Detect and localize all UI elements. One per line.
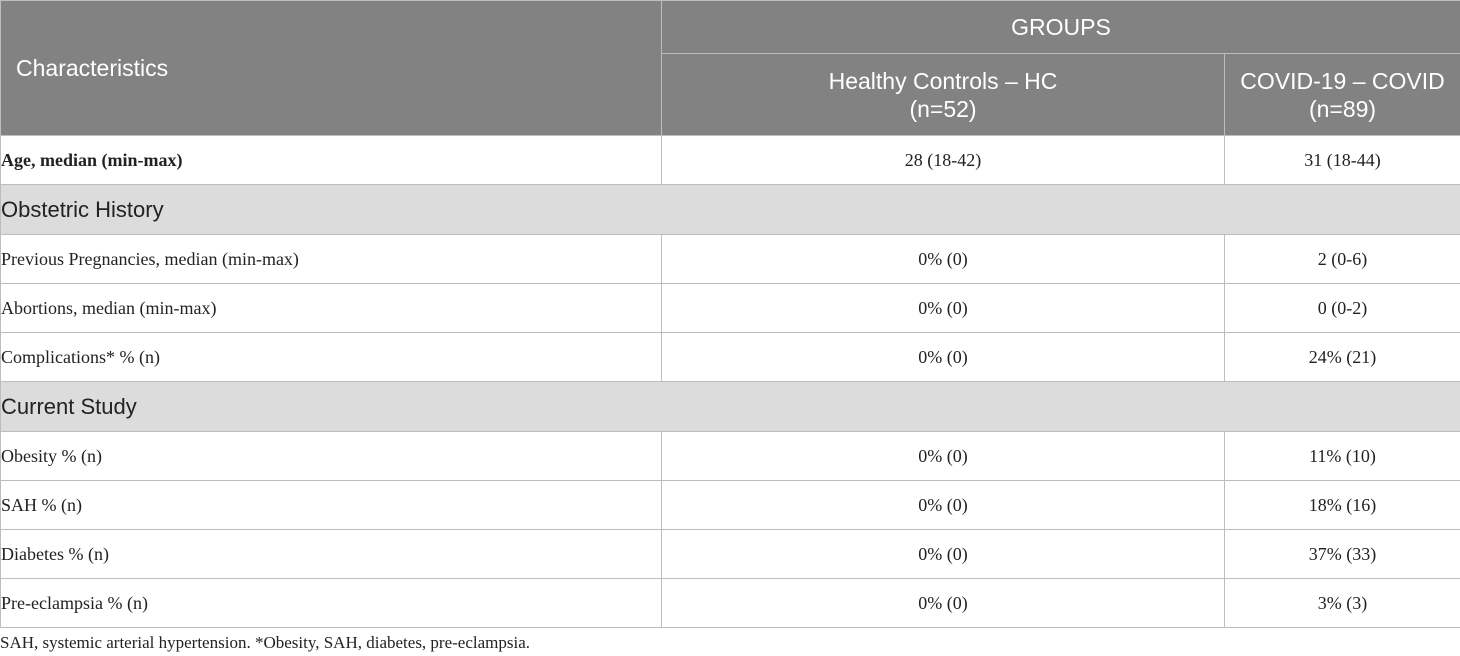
row-label: Obesity % (n): [0, 431, 662, 481]
cell-covid: 0 (0-2): [1224, 283, 1460, 333]
cell-covid: 37% (33): [1224, 529, 1460, 579]
header-hc-n: (n=52): [909, 95, 977, 122]
cell-hc: 28 (18-42): [661, 135, 1225, 185]
row-label: Previous Pregnancies, median (min-max): [0, 234, 662, 284]
header-covid-name: COVID-19 – COVID: [1240, 67, 1445, 94]
header-covid: COVID-19 – COVID (n=89): [1224, 53, 1460, 136]
row-label: SAH % (n): [0, 480, 662, 530]
row-label: Pre-eclampsia % (n): [0, 578, 662, 628]
table-row-previous-pregnancies: Previous Pregnancies, median (min-max) 0…: [0, 234, 1460, 284]
header-covid-n: (n=89): [1308, 95, 1377, 122]
cell-covid: 11% (10): [1224, 431, 1460, 481]
cell-covid: 3% (3): [1224, 578, 1460, 628]
table-row-sah: SAH % (n) 0% (0) 18% (16): [0, 480, 1460, 530]
cell-hc: 0% (0): [661, 529, 1225, 579]
table-row-abortions: Abortions, median (min-max) 0% (0) 0 (0-…: [0, 283, 1460, 333]
table-row-obesity: Obesity % (n) 0% (0) 11% (10): [0, 431, 1460, 481]
cell-covid: 24% (21): [1224, 332, 1460, 382]
section-title: Current Study: [0, 381, 1460, 432]
cell-covid: 18% (16): [1224, 480, 1460, 530]
cell-hc: 0% (0): [661, 431, 1225, 481]
row-label: Diabetes % (n): [0, 529, 662, 579]
row-label: Age, median (min-max): [0, 135, 662, 185]
cell-hc: 0% (0): [661, 283, 1225, 333]
table-row-complications: Complications* % (n) 0% (0) 24% (21): [0, 332, 1460, 382]
table-row-preeclampsia: Pre-eclampsia % (n) 0% (0) 3% (3): [0, 578, 1460, 628]
row-label: Abortions, median (min-max): [0, 283, 662, 333]
table-row-age: Age, median (min-max) 28 (18-42) 31 (18-…: [0, 135, 1460, 185]
cell-covid: 31 (18-44): [1224, 135, 1460, 185]
cell-hc: 0% (0): [661, 332, 1225, 382]
section-title: Obstetric History: [0, 184, 1460, 235]
header-hc-name: Healthy Controls – HC: [828, 67, 1058, 94]
cell-hc: 0% (0): [661, 480, 1225, 530]
header-characteristics: Characteristics: [0, 0, 662, 136]
table-row-diabetes: Diabetes % (n) 0% (0) 37% (33): [0, 529, 1460, 579]
characteristics-table: Characteristics GROUPS Healthy Controls …: [0, 0, 1460, 628]
cell-hc: 0% (0): [661, 234, 1225, 284]
section-row-obstetric: Obstetric History: [0, 184, 1460, 235]
header-healthy-controls: Healthy Controls – HC (n=52): [661, 53, 1225, 136]
cell-covid: 2 (0-6): [1224, 234, 1460, 284]
row-label: Complications* % (n): [0, 332, 662, 382]
table-footnote: SAH, systemic arterial hypertension. *Ob…: [0, 633, 531, 652]
section-row-current-study: Current Study: [0, 381, 1460, 432]
cell-hc: 0% (0): [661, 578, 1225, 628]
header-groups: GROUPS: [661, 0, 1460, 54]
